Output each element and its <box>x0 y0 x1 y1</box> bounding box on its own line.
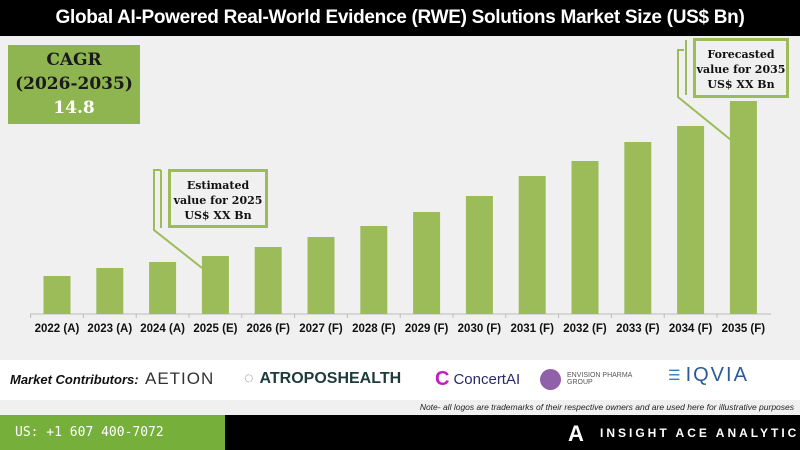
cagr-period: (2026-2035) <box>15 74 133 94</box>
bar-2034 <box>677 126 705 314</box>
x-tick-label: 2035 (F) <box>722 323 766 335</box>
bar-2032 <box>571 161 599 314</box>
bar-2026 <box>254 247 282 314</box>
x-tick-label: 2028 (F) <box>352 323 396 335</box>
callout-pointers <box>153 40 732 269</box>
contributors-row: Market Contributors: AETION ◌ ATROPOSHEAL… <box>0 360 800 400</box>
concertai-text: ConcertAI <box>453 370 521 388</box>
bar-2033 <box>624 142 652 314</box>
x-tick-label: 2027 (F) <box>299 323 343 335</box>
bar-2029 <box>413 212 441 314</box>
callout-line: Estimated <box>186 179 250 192</box>
x-tick-label: 2034 (F) <box>669 323 713 335</box>
callout-line: US$ XX Bn <box>184 209 252 222</box>
bar-2028 <box>360 226 388 314</box>
envision-icon <box>540 368 561 390</box>
iqvia-logo: ☰ IQVIA <box>668 362 749 388</box>
x-tick-label: 2033 (F) <box>616 323 660 335</box>
trademark-note: Note- all logos are trademarks of their … <box>419 402 794 412</box>
x-tick-label: 2024 (A) <box>140 323 185 335</box>
x-tick-label: 2031 (F) <box>510 323 554 335</box>
x-tick-label: 2029 (F) <box>405 323 449 335</box>
iqvia-text: IQVIA <box>685 363 749 386</box>
cagr-box: CAGR (2026-2035) 14.8 <box>8 45 140 124</box>
chart-title: Global AI-Powered Real-World Evidence (R… <box>0 0 800 36</box>
bar-2030 <box>465 196 493 314</box>
x-tick-label: 2023 (A) <box>87 323 132 335</box>
concertai-logo: C ConcertAI <box>435 366 520 392</box>
bar-2024 <box>149 262 177 314</box>
atropos-logo: ◌ ATROPOSHEALTH <box>244 366 401 392</box>
x-tick-label: 2025 (E) <box>193 323 237 335</box>
callout-line: value for 2025 <box>173 194 263 207</box>
iqvia-icon: ☰ <box>668 366 683 383</box>
cagr-label: CAGR <box>46 50 102 70</box>
callout-line: value for 2035 <box>696 63 786 76</box>
forecasted-pointer <box>677 49 732 141</box>
bar-2023 <box>96 268 124 314</box>
brand-bar: A INSIGHT ACE ANALYTIC <box>225 415 800 450</box>
contributors-label: Market Contributors: <box>10 371 139 387</box>
phone-contact[interactable]: US: +1 607 400-7072 <box>0 415 225 450</box>
envision-logo: ENVISION PHARMA GROUP <box>540 366 642 392</box>
brand-name: INSIGHT ACE ANALYTIC <box>600 426 800 440</box>
bar-2025 <box>201 256 229 314</box>
concertai-icon: C <box>435 367 450 390</box>
atropos-text: ATROPOSHEALTH <box>259 370 402 387</box>
brand-logo-icon: A <box>568 421 584 446</box>
cagr-value: 14.8 <box>53 98 95 118</box>
callout-line: Forecasted <box>707 48 775 61</box>
estimated-callout: Estimated value for 2025 US$ XX Bn <box>168 169 268 228</box>
x-tick-label: 2030 (F) <box>458 323 502 335</box>
aetion-logo: AETION <box>145 369 215 388</box>
bar-2035 <box>729 101 757 314</box>
x-tick-label: 2032 (F) <box>563 323 607 335</box>
bar-2027 <box>307 237 335 314</box>
estimated-pointer <box>153 169 203 269</box>
forecasted-callout: Forecasted value for 2035 US$ XX Bn <box>693 38 789 98</box>
envision-text: ENVISION PHARMA GROUP <box>567 372 632 386</box>
bar-chart: 2022 (A) 2023 (A) 2024 (A) 2025 (E) 2026 (F)… <box>30 101 771 335</box>
atropos-icon: ◌ <box>244 370 254 387</box>
x-tick-label: 2026 (F) <box>246 323 290 335</box>
x-tick-label: 2022 (A) <box>35 323 80 335</box>
callout-line: US$ XX Bn <box>707 78 775 91</box>
bar-2031 <box>518 176 546 314</box>
bar-2022 <box>43 276 71 314</box>
